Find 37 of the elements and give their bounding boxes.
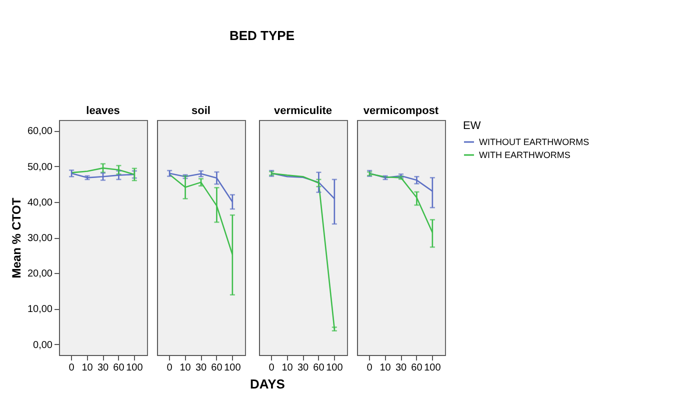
x-tick-label: 100: [224, 362, 242, 374]
x-tick-label: 30: [297, 362, 309, 374]
x-tick-label: 100: [126, 362, 144, 374]
legend-label: WITHOUT EARTHWORMS: [479, 137, 590, 147]
y-tick-label: 30,00: [27, 233, 53, 244]
x-tick-label: 0: [68, 362, 75, 374]
x-tick-label: 60: [313, 362, 325, 374]
x-tick-label: 100: [326, 362, 344, 374]
y-tick-label: 60,00: [27, 126, 53, 138]
chart-title: soil: [192, 105, 210, 117]
x-tick-label: 0: [268, 362, 275, 374]
y-tick-label: 40,00: [27, 197, 53, 208]
x-tick-label: 0: [366, 362, 373, 374]
x-tick-label: 10: [180, 362, 192, 374]
x-tick-label: 30: [195, 362, 207, 374]
x-tick-label: 10: [82, 362, 94, 374]
x-tick-label: 10: [282, 362, 294, 374]
x-tick-label: 0: [166, 362, 173, 374]
chart-title: vermicompost: [363, 105, 439, 117]
x-tick-label: 60: [113, 362, 125, 374]
x-tick-label: 60: [211, 362, 223, 374]
x-tick-label: 30: [395, 362, 407, 374]
text: BED TYPE: [228, 28, 296, 43]
x-tick-label: 100: [424, 362, 442, 374]
x-tick-label: 10: [380, 362, 392, 374]
x-axis-title: DAYS: [250, 376, 286, 392]
legend-label: WITH EARTHWORMS: [479, 150, 570, 160]
y-tick-label: 10,00: [27, 304, 53, 316]
chart-title: vermiculite: [274, 105, 332, 117]
y-axis-title: Mean % CTOT: [9, 197, 24, 278]
y-tick-label: 20,00: [27, 268, 53, 280]
x-tick-label: 30: [97, 362, 109, 374]
y-tick-label: 0,00: [33, 340, 53, 351]
y-tick-label: 50,00: [27, 162, 53, 173]
x-tick-label: 60: [411, 362, 423, 374]
chart-title: leaves: [86, 105, 120, 117]
text: EW: [463, 120, 481, 132]
